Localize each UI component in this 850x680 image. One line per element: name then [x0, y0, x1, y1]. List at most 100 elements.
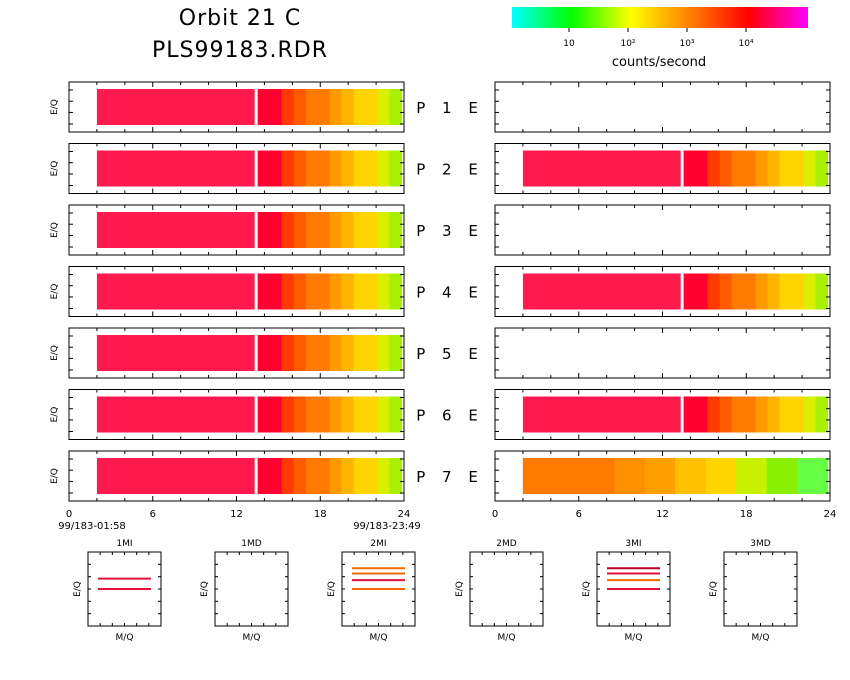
left-panel-5-cell	[293, 335, 307, 371]
left-panel-1-cell	[281, 89, 295, 125]
right-panel-5-frame	[494, 327, 831, 379]
left-panel-6-cell	[257, 396, 271, 433]
right-panel-4-segment-a	[522, 273, 681, 310]
left-panel-7-cell	[305, 458, 319, 494]
left-panel-6-cell	[341, 396, 355, 433]
left-panel-3-cell	[281, 212, 295, 248]
right-panel-4-cell	[743, 273, 757, 310]
left-panel-1-cell	[353, 89, 367, 125]
left-panel-2-segment-a	[96, 150, 255, 187]
right-panel-2-cell	[695, 150, 709, 187]
left-panel-5-cell	[329, 335, 343, 371]
left-panel-6-cell	[305, 396, 319, 433]
left-panel-7-cell	[377, 458, 391, 494]
panel-label: P 3 E	[416, 222, 484, 240]
right-panel-7-cell	[553, 458, 585, 494]
panel-label: P 1 E	[416, 99, 484, 117]
right-panel-6-cell	[731, 396, 745, 433]
panel-label: P 2 E	[416, 161, 484, 179]
right-panel-7-cell	[736, 458, 768, 494]
right-panel-4-cell	[803, 273, 817, 310]
left-panel-1-cell	[293, 89, 307, 125]
left-panel-6-cell	[293, 396, 307, 433]
right-panel-2-cell	[683, 150, 697, 187]
mass-ylabel: E/Q	[582, 581, 592, 597]
right-panel-4-cell	[731, 273, 745, 310]
left-panel-3-cell	[377, 212, 391, 248]
left-panel-6-segment-a	[96, 396, 255, 433]
left-panel-1-cell	[365, 89, 379, 125]
left-panel-7-cell	[281, 458, 295, 494]
left-panel-2-cell	[365, 150, 379, 187]
right-panel-6-cell	[755, 396, 769, 433]
mass-panel-title: 1MI	[116, 539, 132, 549]
right-panel-4-cell	[791, 273, 805, 310]
right-panel-4-cell	[815, 273, 829, 310]
left-panel-3-cell	[353, 212, 367, 248]
mass-xlabel: M/Q	[625, 633, 643, 643]
right-panel-2-segment-a	[522, 150, 681, 187]
right-panel-7-cell	[583, 458, 615, 494]
right-panel-2-cell	[803, 150, 817, 187]
right-panel-4-cell	[695, 273, 709, 310]
left-panel-4-cell	[317, 273, 331, 310]
left-panel-4-cell	[293, 273, 307, 310]
left-panel-7-cell	[365, 458, 379, 494]
mass-xlabel: M/Q	[498, 633, 516, 643]
right-panel-6-cell	[683, 396, 697, 433]
right-panel-6-cell	[767, 396, 781, 433]
left-panel-4-cell	[365, 273, 379, 310]
left-panel-5-cell	[341, 335, 355, 371]
left-panel-1-cell	[317, 89, 331, 125]
left-panel-4-cell	[305, 273, 319, 310]
right-panel-2-cell	[755, 150, 769, 187]
right-panel-6-cell	[695, 396, 709, 433]
left-panel-4-cell	[257, 273, 271, 310]
left-panel-5-cell	[317, 335, 331, 371]
left-panel-7-cell	[293, 458, 307, 494]
left-panel-2-cell	[305, 150, 319, 187]
left-panel-6-cell	[317, 396, 331, 433]
left-xtick-label: 18	[314, 509, 327, 520]
left-panel-5-cell	[365, 335, 379, 371]
mass-xlabel: M/Q	[370, 633, 388, 643]
right-panel-7-cell	[705, 458, 737, 494]
right-xtick-label: 24	[824, 509, 837, 520]
spectrogram-grid: E/Q P 1 E E/Q P 2 E E/Q P 3 E E/Q P 4 E E/Q P 5 E…	[50, 81, 837, 532]
right-panel-6-cell	[743, 396, 757, 433]
right-xtick-label: 18	[740, 509, 753, 520]
left-panel-6-cell	[269, 396, 283, 433]
left-panel-2-cell	[341, 150, 355, 187]
left-panel-7-segment-a	[96, 458, 255, 494]
right-panel-6-segment-a	[522, 396, 681, 433]
left-panel-5-cell	[377, 335, 391, 371]
left-panel-1-cell	[269, 89, 283, 125]
left-xtick-label: 6	[150, 509, 156, 520]
left-panel-5-cell	[269, 335, 283, 371]
right-panel-2-cell	[731, 150, 745, 187]
left-panel-2-cell	[389, 150, 403, 187]
right-panel-7-cell	[614, 458, 646, 494]
left-panel-1-cell	[305, 89, 319, 125]
left-panel-6-cell	[377, 396, 391, 433]
start-time-label: 99/183-01:58	[58, 521, 126, 532]
right-panel-7-cell	[675, 458, 707, 494]
right-panel-2-cell	[767, 150, 781, 187]
left-panel-7-cell	[341, 458, 355, 494]
mass-ylabel: E/Q	[327, 581, 337, 597]
left-panel-3-cell	[293, 212, 307, 248]
right-panel-6-cell	[791, 396, 805, 433]
page-title: Orbit 21 C	[178, 6, 302, 31]
mass-panel-frame	[214, 551, 289, 627]
left-panel-2-cell	[293, 150, 307, 187]
right-xtick-label: 12	[656, 509, 669, 520]
left-panel-3-cell	[269, 212, 283, 248]
left-panel-5-cell	[353, 335, 367, 371]
panel-label: P 4 E	[416, 284, 484, 302]
right-panel-7-cell	[766, 458, 798, 494]
right-panel-6-cell	[719, 396, 733, 433]
right-panel-6-cell	[779, 396, 793, 433]
left-panel-3-cell	[341, 212, 355, 248]
right-panel-2-cell	[779, 150, 793, 187]
